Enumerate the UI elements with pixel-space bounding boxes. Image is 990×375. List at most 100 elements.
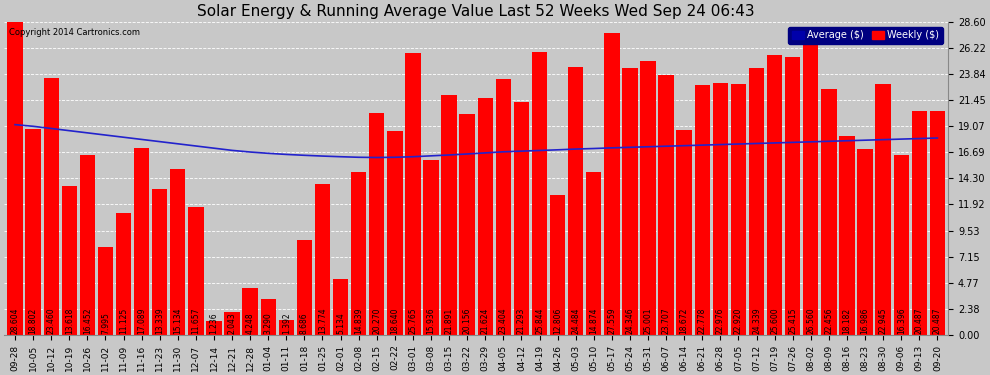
Bar xyxy=(930,111,945,335)
Text: 20.270: 20.270 xyxy=(372,308,381,334)
Text: Copyright 2014 Cartronics.com: Copyright 2014 Cartronics.com xyxy=(9,28,140,37)
Bar xyxy=(26,129,41,335)
Bar xyxy=(731,84,746,335)
Text: 25.415: 25.415 xyxy=(788,308,797,334)
Text: 11.125: 11.125 xyxy=(119,308,128,334)
Text: 20.156: 20.156 xyxy=(462,308,471,334)
Text: 16.452: 16.452 xyxy=(83,308,92,334)
Text: 16.986: 16.986 xyxy=(860,308,869,334)
Text: 18.640: 18.640 xyxy=(390,308,399,334)
Bar xyxy=(695,86,710,335)
Text: 25.001: 25.001 xyxy=(644,308,652,334)
Bar xyxy=(676,130,692,335)
Text: 14.874: 14.874 xyxy=(589,308,598,334)
Text: 7.995: 7.995 xyxy=(101,312,110,334)
Bar xyxy=(188,207,204,335)
Bar xyxy=(803,44,819,335)
Text: 2.043: 2.043 xyxy=(228,313,237,334)
Text: 21.891: 21.891 xyxy=(445,308,453,334)
Text: 24.484: 24.484 xyxy=(571,308,580,334)
Text: 14.839: 14.839 xyxy=(354,308,363,334)
Bar xyxy=(7,22,23,335)
Bar xyxy=(351,172,366,335)
Text: 12.806: 12.806 xyxy=(553,308,562,334)
Bar xyxy=(623,68,638,335)
Text: 23.460: 23.460 xyxy=(47,308,55,334)
Text: 25.844: 25.844 xyxy=(535,308,544,334)
Bar xyxy=(297,240,312,335)
Text: 16.396: 16.396 xyxy=(897,308,906,334)
Bar xyxy=(61,186,77,335)
Bar xyxy=(278,320,294,335)
Text: 17.089: 17.089 xyxy=(138,308,147,334)
Text: 21.624: 21.624 xyxy=(481,308,490,334)
Bar xyxy=(713,83,728,335)
Text: 1.392: 1.392 xyxy=(282,313,291,334)
Text: 22.778: 22.778 xyxy=(698,308,707,334)
Bar xyxy=(875,84,891,335)
Text: 24.346: 24.346 xyxy=(626,308,635,334)
Bar xyxy=(387,131,403,335)
Legend: Average ($), Weekly ($): Average ($), Weekly ($) xyxy=(788,27,943,44)
Bar xyxy=(549,195,565,335)
Text: 15.936: 15.936 xyxy=(427,308,436,334)
Bar xyxy=(225,312,240,335)
Text: 11.657: 11.657 xyxy=(191,308,200,334)
Bar xyxy=(586,172,602,335)
Text: 21.293: 21.293 xyxy=(517,308,526,334)
Text: 18.182: 18.182 xyxy=(842,308,851,334)
Bar xyxy=(604,33,620,335)
Text: 3.290: 3.290 xyxy=(263,313,272,334)
Text: 22.456: 22.456 xyxy=(825,308,834,334)
Bar xyxy=(459,114,475,335)
Text: 22.945: 22.945 xyxy=(879,308,888,334)
Text: 13.339: 13.339 xyxy=(155,308,164,334)
Text: 1.236: 1.236 xyxy=(210,313,219,334)
Bar xyxy=(206,321,222,335)
Title: Solar Energy & Running Average Value Last 52 Weeks Wed Sep 24 06:43: Solar Energy & Running Average Value Las… xyxy=(197,4,755,19)
Text: 28.604: 28.604 xyxy=(11,308,20,334)
Bar xyxy=(260,299,276,335)
Text: 23.707: 23.707 xyxy=(661,308,670,334)
Bar xyxy=(134,148,149,335)
Bar xyxy=(912,111,927,335)
Bar xyxy=(44,78,58,335)
Bar xyxy=(767,55,782,335)
Bar xyxy=(840,136,854,335)
Bar xyxy=(857,149,873,335)
Text: 13.618: 13.618 xyxy=(64,308,74,334)
Bar xyxy=(785,57,800,335)
Bar xyxy=(442,95,456,335)
Bar xyxy=(641,61,655,335)
Bar xyxy=(79,155,95,335)
Bar xyxy=(894,155,909,335)
Bar xyxy=(496,79,511,335)
Bar xyxy=(170,169,185,335)
Bar xyxy=(748,68,764,335)
Text: 8.686: 8.686 xyxy=(300,313,309,334)
Text: 4.248: 4.248 xyxy=(246,313,254,334)
Text: 15.134: 15.134 xyxy=(173,308,182,334)
Text: 26.560: 26.560 xyxy=(806,308,816,334)
Text: 25.600: 25.600 xyxy=(770,308,779,334)
Text: 20.487: 20.487 xyxy=(915,308,924,334)
Bar xyxy=(477,98,493,335)
Bar xyxy=(568,67,583,335)
Text: 18.672: 18.672 xyxy=(680,308,689,334)
Text: 22.920: 22.920 xyxy=(734,308,742,334)
Bar xyxy=(315,184,330,335)
Text: 5.134: 5.134 xyxy=(336,313,346,334)
Text: 25.765: 25.765 xyxy=(409,308,418,334)
Bar xyxy=(152,189,167,335)
Bar xyxy=(405,53,421,335)
Text: 24.339: 24.339 xyxy=(752,308,761,334)
Text: 22.976: 22.976 xyxy=(716,308,725,334)
Bar xyxy=(369,113,384,335)
Text: 23.404: 23.404 xyxy=(499,308,508,334)
Bar xyxy=(821,89,837,335)
Bar xyxy=(424,160,439,335)
Bar xyxy=(333,279,348,335)
Bar xyxy=(243,288,257,335)
Bar xyxy=(658,75,674,335)
Text: 13.774: 13.774 xyxy=(318,308,327,334)
